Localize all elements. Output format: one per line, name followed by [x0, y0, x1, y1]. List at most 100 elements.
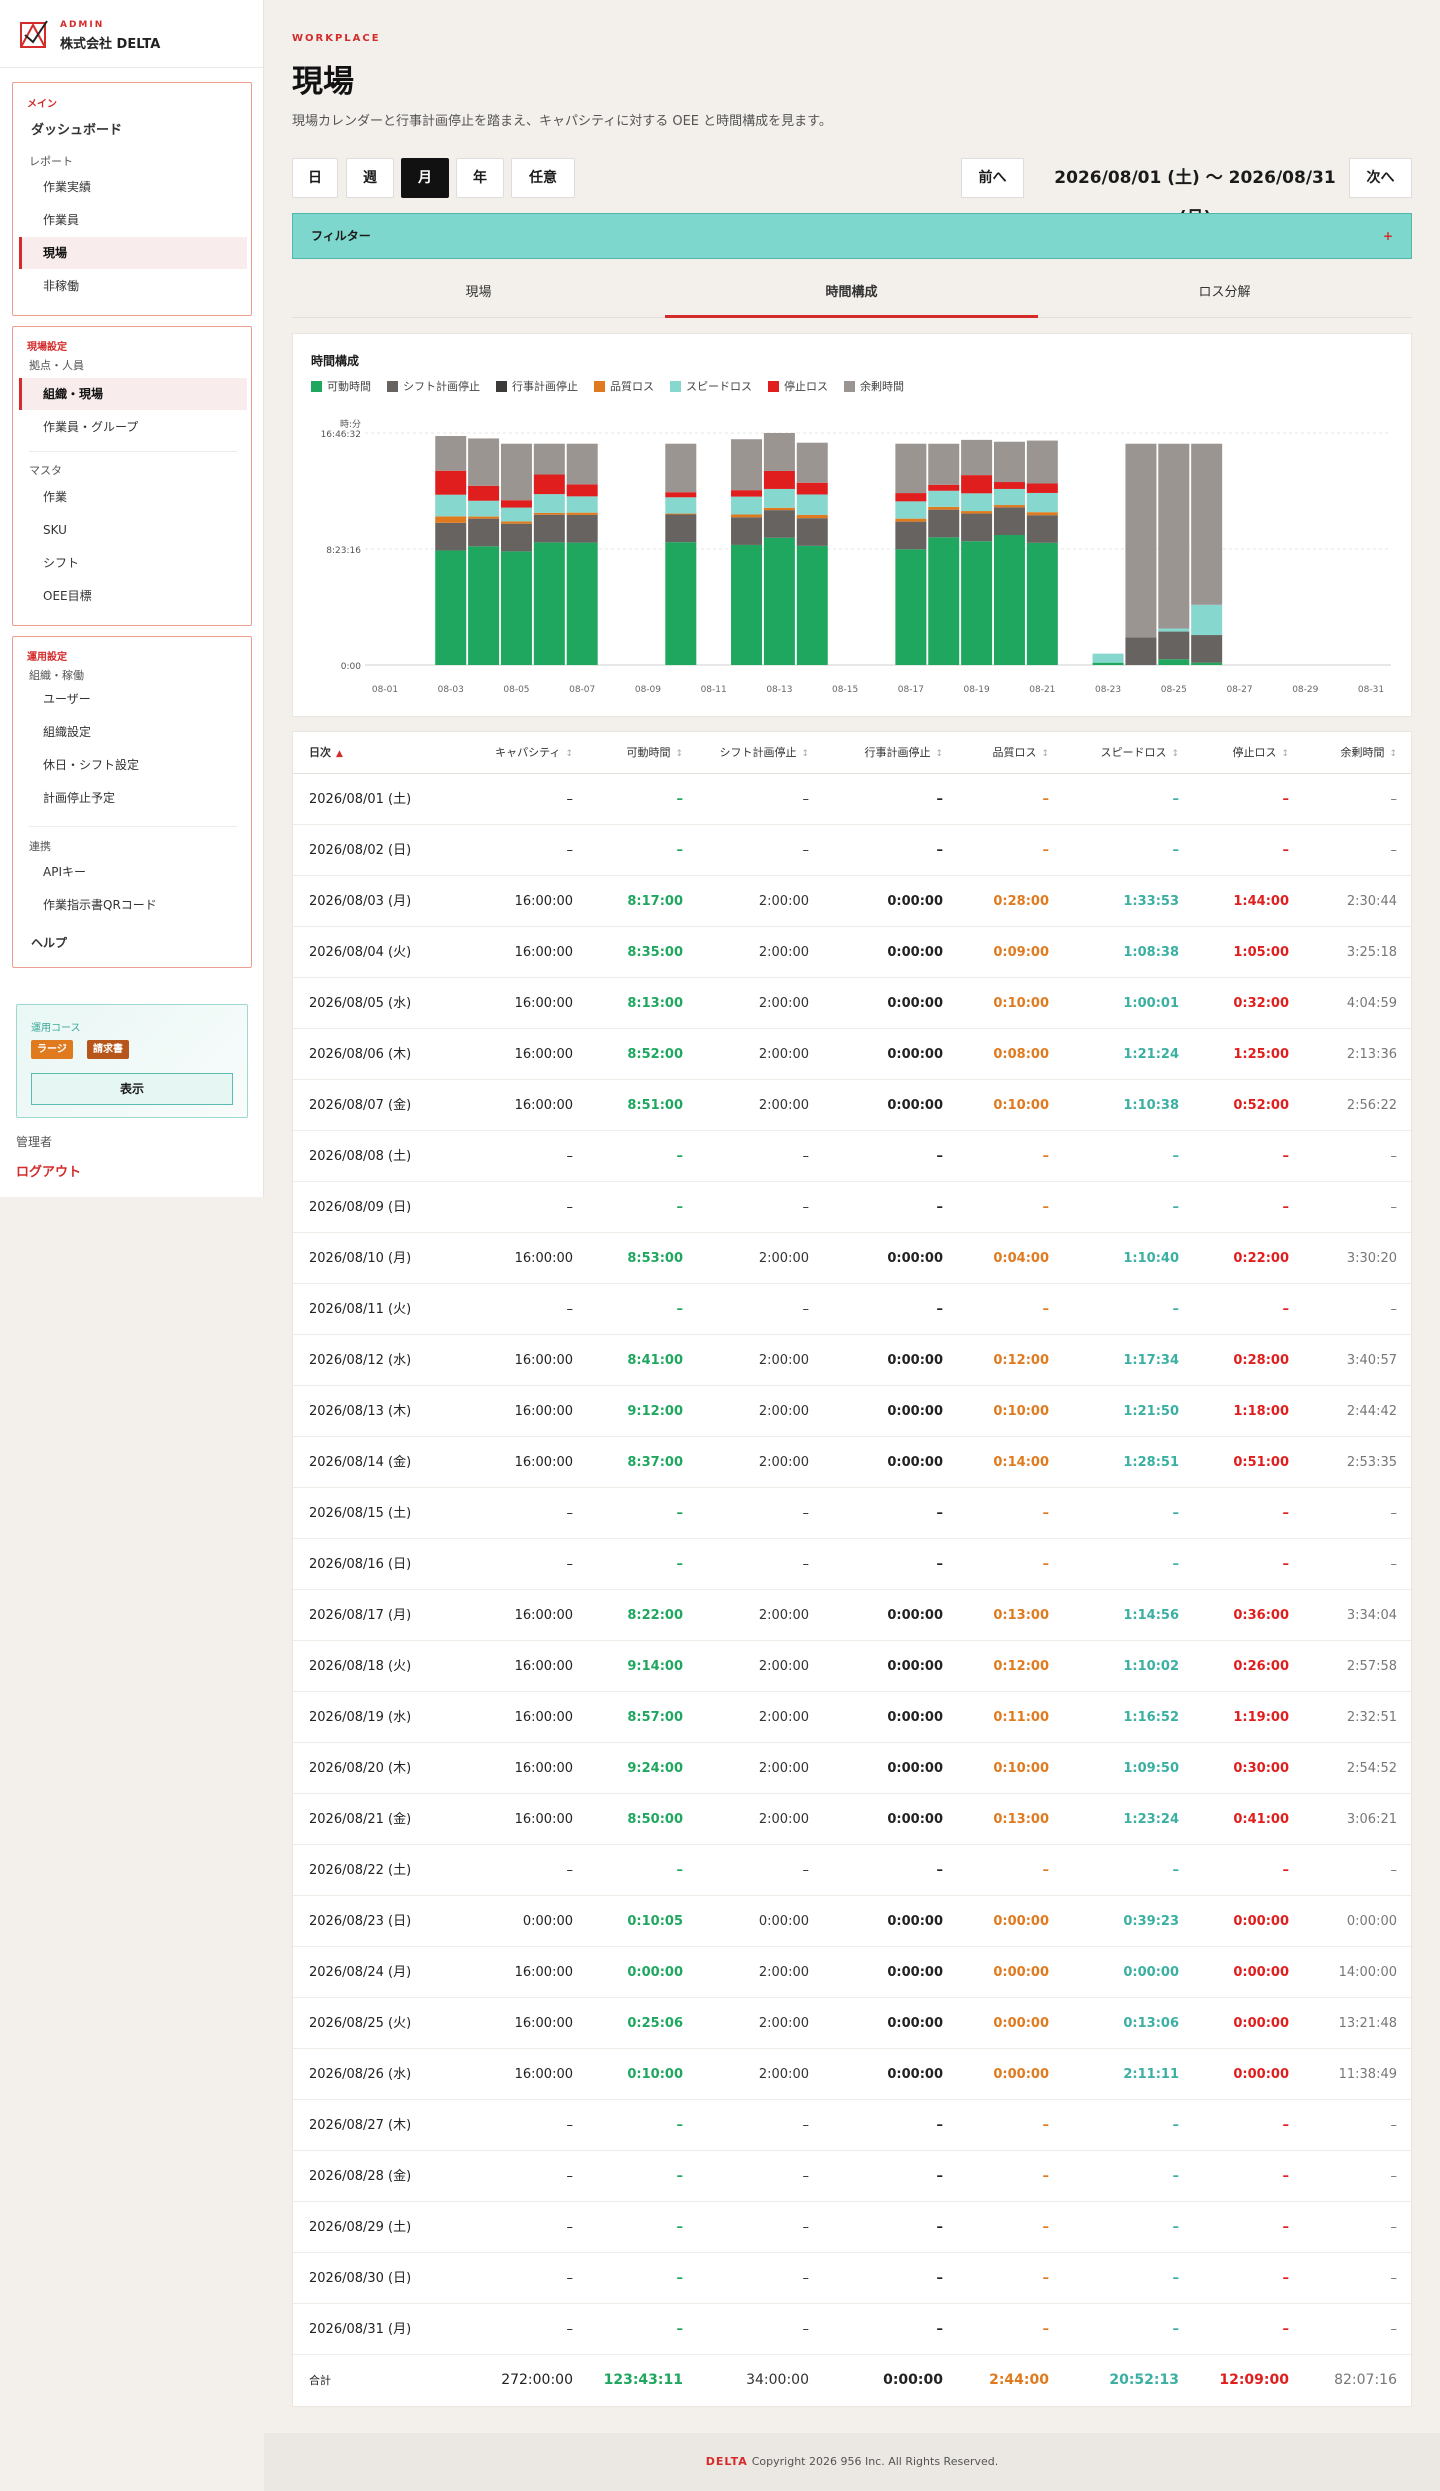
- cell-date: 2026/08/17 (月): [309, 1608, 412, 1623]
- cell-surplus: –: [1390, 792, 1398, 807]
- cell-capacity: –: [566, 2220, 574, 2235]
- bar-segment: [731, 514, 763, 518]
- nav-users[interactable]: ユーザー: [43, 692, 91, 706]
- cell-speed-loss: 1:21:50: [1123, 1404, 1179, 1419]
- bar-segment: [435, 470, 467, 495]
- cell-shift-stop: –: [802, 2271, 810, 2286]
- nav-api-key[interactable]: APIキー: [43, 865, 86, 879]
- nav-report-idle[interactable]: 非稼働: [43, 279, 80, 293]
- column-header-shift-stop[interactable]: シフト計画停止 ↕: [669, 732, 809, 774]
- bar-segment: [928, 506, 960, 510]
- nav-org-settings[interactable]: 組織設定: [43, 725, 92, 739]
- cell-speed-loss: 1:33:53: [1123, 894, 1179, 909]
- cell-capacity: –: [566, 2271, 574, 2286]
- nav-master-work[interactable]: 作業: [43, 490, 68, 504]
- table-row: 2026/08/09 (日) – – – – – – – –: [293, 1182, 1411, 1233]
- column-header-stop-loss[interactable]: 停止ロス ↕: [1169, 732, 1289, 774]
- cell-quality-loss: 0:12:00: [993, 1659, 1049, 1674]
- column-header-surplus[interactable]: 余剰時間 ↕: [1277, 732, 1397, 774]
- cell-event-stop: –: [936, 792, 944, 807]
- column-header-label: 日次: [309, 746, 331, 759]
- column-header-uptime[interactable]: 可動時間 ↕: [563, 732, 683, 774]
- cell-quality-loss: 0:09:00: [993, 945, 1049, 960]
- nav-worker-group[interactable]: 作業員・グループ: [43, 420, 139, 434]
- period-month-button[interactable]: 月: [401, 158, 449, 198]
- cell-date: 2026/08/12 (水): [309, 1353, 412, 1368]
- nav-report-site[interactable]: 現場: [19, 237, 247, 269]
- cell-capacity: 16:00:00: [514, 1404, 573, 1419]
- cell-date: 2026/08/25 (火): [309, 2016, 412, 2031]
- filter-toggle[interactable]: フィルター +: [292, 213, 1412, 259]
- period-year-button[interactable]: 年: [456, 158, 504, 198]
- plan-view-button[interactable]: 表示: [31, 1073, 233, 1105]
- bar-segment: [435, 516, 467, 523]
- column-header-speed-loss[interactable]: スピードロス ↕: [1059, 732, 1179, 774]
- cell-surplus: 2:53:35: [1346, 1455, 1397, 1470]
- bar-segment: [566, 443, 598, 485]
- period-custom-button[interactable]: 任意: [511, 158, 575, 198]
- nav-holiday-shift[interactable]: 休日・シフト設定: [43, 758, 140, 772]
- cell-event-stop: 0:00:00: [887, 1455, 943, 1470]
- cell-uptime: 8:52:00: [627, 1047, 683, 1062]
- bar-segment: [468, 518, 500, 547]
- nav-section-ops: 運用設定: [27, 652, 67, 663]
- cell-speed-loss: –: [1172, 2220, 1180, 2235]
- bar-segment: [468, 516, 500, 519]
- cell-quality-loss: –: [1042, 2271, 1050, 2286]
- nav-master-shift[interactable]: シフト: [43, 556, 80, 570]
- nav-qr-code[interactable]: 作業指示書QRコード: [43, 898, 157, 912]
- cell-quality-loss: –: [1042, 2220, 1050, 2235]
- nav-org-site[interactable]: 組織・現場: [19, 378, 247, 410]
- bar-segment: [533, 514, 565, 543]
- x-tick-label: 08-05: [503, 685, 529, 695]
- cell-uptime: –: [676, 1302, 684, 1317]
- table-row: 2026/08/30 (日) – – – – – – – –: [293, 2253, 1411, 2304]
- bar-segment: [1092, 662, 1124, 665]
- nav-report-worker[interactable]: 作業員: [43, 213, 80, 227]
- column-header-quality-loss[interactable]: 品質ロス ↕: [929, 732, 1049, 774]
- bar-segment: [895, 501, 927, 519]
- cell-speed-loss: 0:00:00: [1123, 1965, 1179, 1980]
- sort-icon: ↕: [1041, 749, 1049, 759]
- cell-capacity: 16:00:00: [514, 2067, 573, 2082]
- period-day-button[interactable]: 日: [292, 158, 338, 198]
- nav-report-work[interactable]: 作業実績: [43, 180, 92, 194]
- cell-shift-stop: –: [802, 2220, 810, 2235]
- bar-segment: [928, 484, 960, 491]
- cell-uptime: 8:51:00: [627, 1098, 683, 1113]
- tab-time-composition[interactable]: 時間構成: [665, 272, 1038, 318]
- logout-link[interactable]: ログアウト: [16, 1165, 82, 1180]
- cell-capacity: –: [566, 2118, 574, 2133]
- cell-surplus: 2:32:51: [1346, 1710, 1397, 1725]
- nav-master-oee[interactable]: OEE目標: [43, 589, 92, 603]
- brand[interactable]: ADMIN 株式会社 DELTA: [0, 0, 264, 68]
- cell-surplus: 13:21:48: [1338, 2016, 1397, 2031]
- cell-shift-stop: –: [802, 843, 810, 858]
- nav-help[interactable]: ヘルプ: [31, 936, 68, 950]
- bar-segment: [1026, 440, 1058, 484]
- prev-button[interactable]: 前へ: [961, 158, 1024, 198]
- cell-quality-loss: –: [1042, 2169, 1050, 2184]
- table-row: 2026/08/22 (土) – – – – – – – –: [293, 1845, 1411, 1896]
- footer: DELTA Copyright 2026 956 Inc. All Rights …: [264, 2433, 1440, 2491]
- column-header-date[interactable]: 日次 ▲: [309, 732, 343, 774]
- column-header-event-stop[interactable]: 行事計画停止 ↕: [803, 732, 943, 774]
- cell-date: 2026/08/18 (火): [309, 1659, 412, 1674]
- cell-capacity: 16:00:00: [514, 894, 573, 909]
- nav-planned-stop[interactable]: 計画停止予定: [43, 791, 116, 805]
- period-week-button[interactable]: 週: [346, 158, 394, 198]
- cell-shift-stop: 2:00:00: [758, 996, 809, 1011]
- tab-site[interactable]: 現場: [465, 285, 492, 300]
- cell-quality-loss: 0:00:00: [993, 2067, 1049, 2082]
- cell-uptime: 9:24:00: [627, 1761, 683, 1776]
- tab-loss-breakdown[interactable]: ロス分解: [1198, 285, 1251, 300]
- cell-event-stop: –: [936, 1149, 944, 1164]
- column-header-label: 品質ロス: [992, 746, 1037, 759]
- cell-date: 2026/08/11 (火): [309, 1302, 412, 1317]
- cell-uptime: –: [676, 843, 684, 858]
- nav-master-sku[interactable]: SKU: [43, 523, 67, 537]
- column-header-capacity[interactable]: キャパシティ ↕: [453, 732, 573, 774]
- nav-dashboard[interactable]: ダッシュボード: [31, 123, 123, 138]
- bar-segment: [566, 542, 598, 665]
- next-button[interactable]: 次へ: [1349, 158, 1412, 198]
